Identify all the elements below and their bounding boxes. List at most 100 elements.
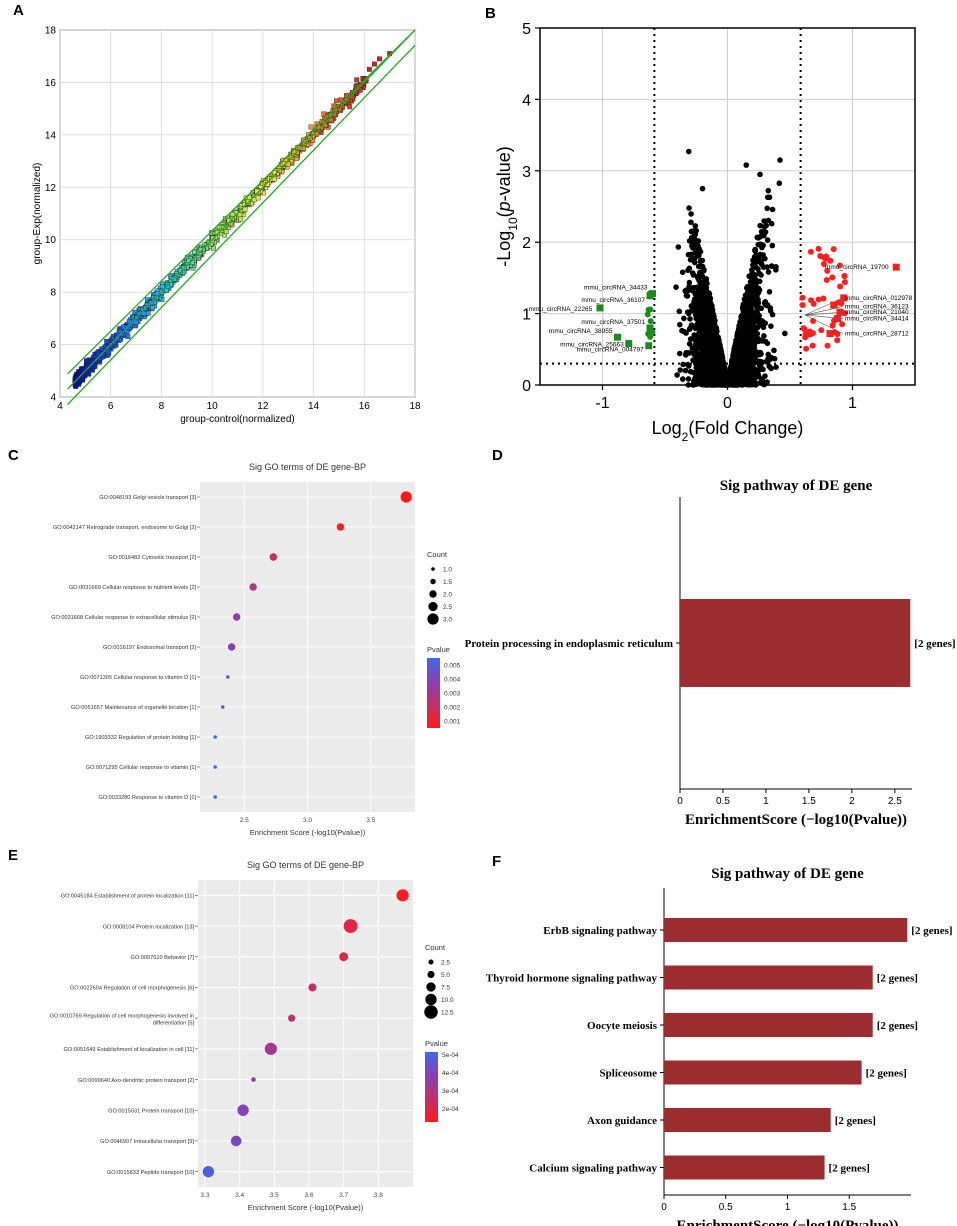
panel-b-point (685, 251, 692, 258)
panel-b-up-point (820, 254, 827, 261)
panel-b-point (673, 284, 679, 290)
panel-c-size-legend-label: 2.0 (443, 592, 452, 599)
panel-c-dot (226, 675, 230, 679)
panel-b-up-point (808, 297, 815, 304)
panel-c-dot (336, 523, 345, 531)
panel-f-x-tick-label: 0.5 (719, 1202, 733, 1213)
panel-a-y-tick-label: 10 (45, 235, 57, 246)
panel-b-point-label: mmu_circRNA_25663 (560, 342, 624, 349)
panel-f-bar-annotation: [2 genes] (911, 925, 952, 937)
panel-c-category-label: GO:0033280 Response to vitamin D [1] (98, 795, 196, 801)
panel-b-point (679, 269, 686, 276)
panel-a-point (372, 61, 377, 67)
panel-b-point (695, 312, 702, 318)
panel-b-point (769, 242, 776, 249)
panel-b-point (765, 187, 772, 194)
panel-b-up-point (807, 248, 814, 255)
panel-b-point-label: mmu_circRNA_19700 (825, 264, 889, 271)
panel-f-bar (664, 1155, 825, 1180)
panel-f-x-tick-label: 0 (661, 1202, 667, 1213)
panel-b-point (748, 308, 754, 314)
panel-b-point (677, 367, 684, 373)
panel-b-point (694, 253, 700, 259)
panel-b-point (691, 284, 697, 291)
panel-a-y-tick-label: 4 (50, 393, 56, 404)
panel-f-bar (664, 1060, 862, 1085)
panel-b-point (700, 314, 706, 321)
panel-b-point-label: mmu_circRNA_34414 (845, 316, 909, 323)
panel-b-point (695, 293, 701, 299)
panel-f-bar-annotation: [2 genes] (866, 1068, 907, 1080)
panel-e-dot (343, 919, 358, 934)
panel-b-point (743, 344, 750, 351)
panel-b-up-point (841, 279, 848, 286)
panel-b-point (747, 294, 754, 300)
panel-b-up-point (827, 257, 834, 264)
panel-b-y-tick-label: 2 (522, 235, 531, 252)
panel-e-category-label: GO:0046907 Intracellular transport [9] (100, 1139, 194, 1145)
panel-b-point (759, 379, 766, 386)
panel-b-point (743, 162, 750, 168)
panel-e-category-label: GO:0099640 Axo-dendritic protein transpo… (78, 1078, 194, 1084)
panel-c-color-legend-bar (427, 658, 440, 728)
panel-b-point (773, 364, 779, 370)
panel-b-point (694, 371, 701, 378)
panel-e-x-tick-label: 3.4 (235, 1192, 244, 1199)
panel-b-up-point (803, 345, 810, 352)
panel-a-point (308, 124, 314, 130)
panel-b-point (742, 355, 748, 362)
panel-b-point (703, 276, 710, 282)
panel-e-dot (202, 1165, 215, 1178)
panel-b-point (695, 284, 702, 290)
panel-b-down-point (647, 318, 654, 325)
panel-letter-c: C (8, 447, 19, 464)
panel-a-y-tick-label: 16 (45, 78, 57, 89)
panel-f-category-label: Thyroid hormone signaling pathway (486, 973, 658, 985)
panel-e-plot-area (198, 880, 413, 1187)
panel-e-category-label: GO:0010769 Regulation of cell morphogene… (50, 1013, 195, 1026)
panel-e-size-legend-label: 12.5 (441, 1010, 454, 1017)
panel-e-x-tick-label: 3.6 (304, 1192, 313, 1199)
panel-c-dot (213, 795, 217, 799)
panel-c-size-legend-key (431, 567, 435, 571)
panel-b-up-point (820, 295, 827, 302)
panel-e-dot (264, 1042, 277, 1055)
panel-a-point (354, 77, 360, 83)
panel-e-category-label: GO:0022604 Regulation of cell morphogene… (70, 986, 195, 992)
panel-b-point (681, 315, 687, 322)
panel-c-category-label: GO:0031669 Cellular response to nutrient… (69, 585, 197, 591)
panel-c-dot (213, 765, 217, 769)
panel-b-point (701, 319, 708, 325)
panel-e-dot (396, 889, 409, 902)
panel-c-size-legend-key (430, 578, 436, 585)
panel-b-point (703, 358, 709, 364)
panel-e-size-legend-title: Count (425, 943, 446, 952)
panel-b-point (691, 379, 698, 386)
panel-e-size-legend-key (427, 970, 435, 979)
panel-b-point (747, 355, 754, 361)
panel-b-point (742, 320, 749, 326)
panel-b-up-point (830, 246, 837, 253)
panel-b-point (675, 244, 682, 250)
panel-c-size-legend-title: Count (427, 550, 448, 559)
panel-b-point (708, 312, 714, 318)
panel-a-y-tick-label: 18 (45, 26, 57, 37)
panel-b-point (769, 311, 776, 318)
panel-b-point (762, 320, 769, 327)
panel-e-size-legend-key (425, 993, 437, 1006)
panel-b-labeled-point (892, 263, 900, 271)
panel-b-point (699, 257, 706, 264)
panel-c-category-label: GO:0071305 Cellular response to vitamin … (80, 675, 196, 681)
panel-b-point (710, 319, 717, 325)
panel-f-category-label: Spliceosome (600, 1068, 658, 1080)
panel-b-point (761, 333, 767, 339)
panel-b-point (687, 256, 694, 263)
panel-b-point (676, 308, 683, 315)
panel-b-point (685, 376, 692, 382)
panel-d-x-tick-label: 1.5 (802, 796, 816, 807)
panel-b-point (709, 306, 716, 313)
panel-b-point (760, 264, 767, 270)
panel-a-reference-line (67, 44, 416, 405)
panel-d-pathway-bars: Sig pathway of DE gene 0 0.5 1 1.5 2 2.5 Protei… (465, 478, 956, 828)
panel-a-point (106, 349, 111, 355)
